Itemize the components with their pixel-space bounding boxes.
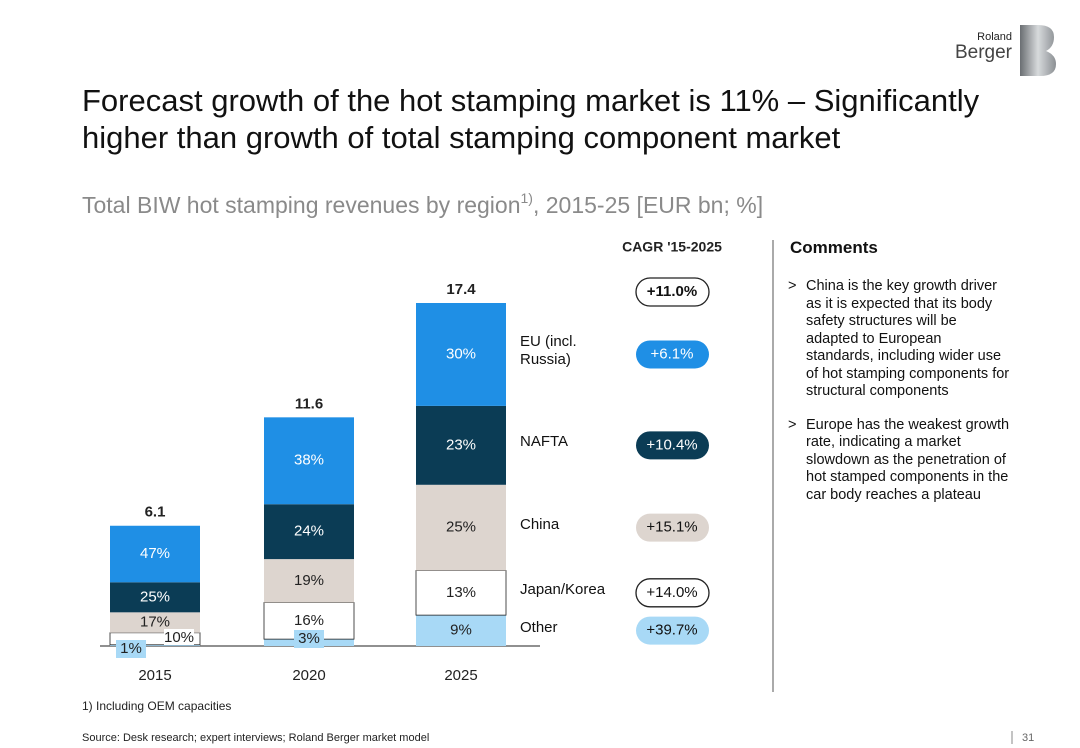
total-label: 6.1 xyxy=(145,504,166,521)
legend-label: EU (incl. Russia) xyxy=(520,333,577,369)
comments-title: Comments xyxy=(790,238,878,257)
page-number: 31 xyxy=(1022,732,1034,744)
bar-segment xyxy=(110,644,200,646)
data-label: 13% xyxy=(446,584,476,601)
x-tick-label: 2025 xyxy=(444,667,477,684)
logo-mark xyxy=(1020,25,1056,76)
data-label: 3% xyxy=(298,630,320,647)
comment-item: > Europe has the weakest growth rate, ind… xyxy=(788,417,1013,505)
logo-text: Berger xyxy=(955,42,1013,63)
cagr-pill xyxy=(636,616,709,645)
bullet-marker: > xyxy=(788,416,797,433)
label-box xyxy=(164,629,194,645)
data-label: 1% xyxy=(120,640,142,657)
cagr-label: +15.1% xyxy=(646,519,697,536)
x-tick-label: 2015 xyxy=(138,667,171,684)
bar-segment xyxy=(416,484,506,571)
legend-label: China xyxy=(520,515,560,533)
cagr-pill xyxy=(636,431,709,460)
data-label: 25% xyxy=(140,588,170,605)
data-label: 17% xyxy=(140,614,170,631)
data-label: 24% xyxy=(294,523,324,540)
comment-text: China is the key growth driver as it is … xyxy=(806,278,1010,399)
label-box xyxy=(116,640,146,658)
bar-segment xyxy=(416,303,506,406)
label-box xyxy=(294,630,324,648)
total-label: 17.4 xyxy=(446,281,476,298)
data-label: 30% xyxy=(446,345,476,362)
data-label: 19% xyxy=(294,572,324,589)
bar-segment xyxy=(110,582,200,613)
data-label: 38% xyxy=(294,452,324,469)
cagr-pill xyxy=(635,277,710,307)
bar-segment xyxy=(416,615,506,646)
source: Source: Desk research; expert interviews… xyxy=(82,732,429,744)
cagr-pill xyxy=(635,578,710,608)
data-label: 9% xyxy=(450,622,472,639)
x-tick-label: 2020 xyxy=(292,667,325,684)
cagr-pill xyxy=(636,513,709,542)
legend-label: Japan/Korea xyxy=(520,580,606,598)
logo-text: Roland xyxy=(977,31,1012,43)
data-label: 10% xyxy=(164,629,194,646)
data-label: 25% xyxy=(446,519,476,536)
legend-label: NAFTA xyxy=(520,433,569,451)
bar-segment xyxy=(416,405,506,485)
footnote: 1) Including OEM capacities xyxy=(82,699,231,713)
data-label: 23% xyxy=(446,436,476,453)
legend-label: Other xyxy=(520,618,558,636)
bar-segment xyxy=(264,504,354,560)
bar-segment xyxy=(264,417,354,505)
cagr-header: CAGR '15-2025 xyxy=(622,239,722,255)
data-label: 16% xyxy=(294,612,324,629)
bar-segment xyxy=(110,525,200,583)
comment-item: > China is the key growth driver as it is… xyxy=(788,278,1013,401)
subtitle: Total BIW hot stamping revenues by regio… xyxy=(82,190,763,218)
title: Forecast growth of the hot stamping mark… xyxy=(82,83,980,155)
cagr-label: +39.7% xyxy=(646,622,697,639)
cagr-label: +10.4% xyxy=(646,436,697,453)
bar-segment xyxy=(264,559,354,603)
comment-text: Europe has the weakest growth rate, indi… xyxy=(806,416,1010,503)
cagr-label: +6.1% xyxy=(651,345,694,362)
cagr-label: +14.0% xyxy=(646,584,697,601)
cagr-label: +11.0% xyxy=(647,283,697,300)
bar-segment xyxy=(415,570,507,616)
total-label: 11.6 xyxy=(295,395,323,412)
bar-segment xyxy=(110,612,200,633)
data-label: 47% xyxy=(140,545,170,562)
cagr-pill xyxy=(636,340,709,369)
bullet-marker: > xyxy=(788,278,797,294)
comments-list: > China is the key growth driver as it is… xyxy=(788,278,1013,520)
